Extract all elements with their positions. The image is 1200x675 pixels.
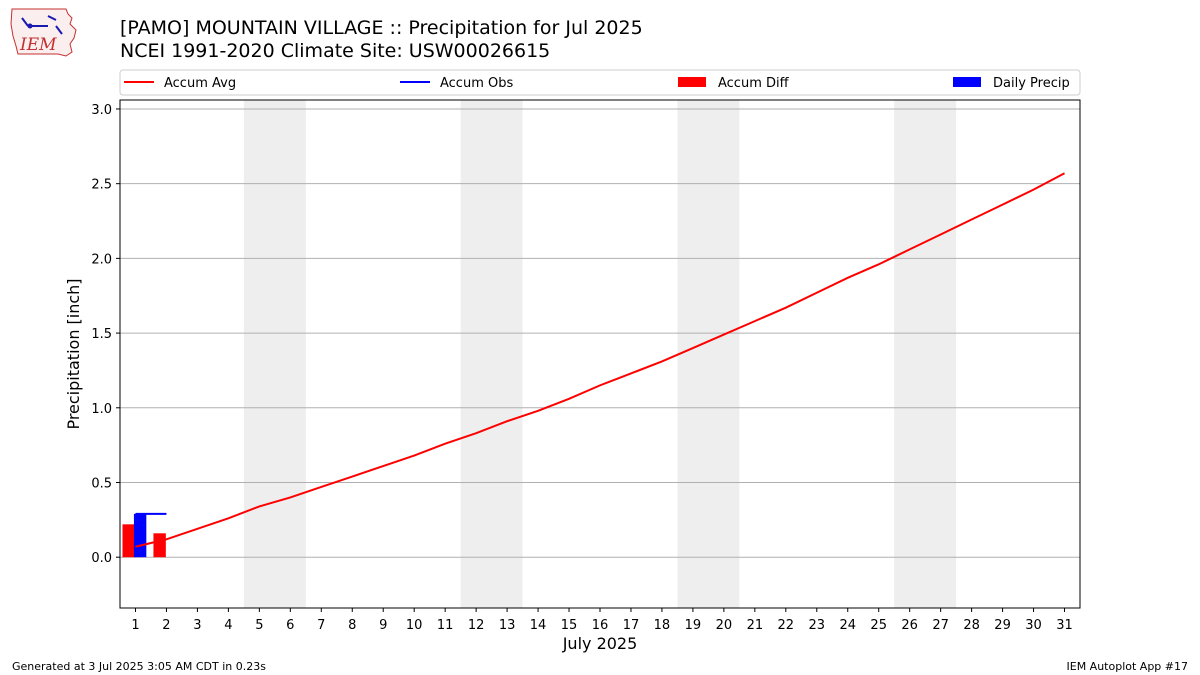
logo-text: IEM <box>19 35 57 55</box>
x-tick-label: 15 <box>561 618 578 633</box>
x-tick-label: 4 <box>224 618 232 633</box>
legend-label-accum-diff: Accum Diff <box>718 76 790 91</box>
weekend-shade-3 <box>677 100 740 608</box>
weekend-shade-1 <box>243 100 306 608</box>
x-tick-label: 8 <box>348 618 356 633</box>
x-tick-label: 2 <box>162 618 170 633</box>
daily-precip-bar <box>133 513 147 558</box>
x-tick-label: 12 <box>468 618 485 633</box>
legend-label-accum-obs: Accum Obs <box>440 76 513 91</box>
chart-subtitle: NCEI 1991-2020 Climate Site: USW00026615 <box>120 40 551 62</box>
x-tick-label: 19 <box>685 618 702 633</box>
x-tick-label: 25 <box>870 618 887 633</box>
app-credit: IEM Autoplot App #17 <box>1066 660 1189 673</box>
chart-title: [PAMO] MOUNTAIN VILLAGE :: Precipitation… <box>120 17 643 39</box>
x-tick-label: 23 <box>809 618 826 633</box>
generated-timestamp: Generated at 3 Jul 2025 3:05 AM CDT in 0… <box>12 660 266 673</box>
x-tick-label: 20 <box>716 618 733 633</box>
x-tick-label: 29 <box>994 618 1011 633</box>
y-axis-label: Precipitation [inch] <box>64 278 83 429</box>
x-tick-label: 13 <box>499 618 516 633</box>
x-tick-label: 6 <box>286 618 294 633</box>
accum-diff-bar <box>153 533 166 558</box>
y-tick-label: 2.5 <box>91 178 112 193</box>
x-tick-label: 21 <box>747 618 764 633</box>
y-tick-label: 1.0 <box>91 402 112 417</box>
legend-swatch-daily-precip <box>953 77 981 87</box>
x-tick-label: 16 <box>592 618 609 633</box>
legend-label-accum-avg: Accum Avg <box>164 76 236 91</box>
iem-logo: IEM <box>8 6 80 60</box>
y-tick-label: 2.0 <box>91 252 112 267</box>
legend-box <box>119 69 1081 96</box>
accum-diff-bar <box>122 524 135 558</box>
x-tick-label: 1 <box>131 618 139 633</box>
y-tick-label: 1.5 <box>91 327 112 342</box>
x-tick-label: 27 <box>932 618 949 633</box>
y-tick-label: 0.0 <box>91 551 112 566</box>
x-tick-label: 26 <box>901 618 918 633</box>
x-tick-label: 17 <box>623 618 640 633</box>
x-tick-label: 18 <box>654 618 671 633</box>
x-tick-label: 31 <box>1056 618 1073 633</box>
x-tick-label: 9 <box>379 618 387 633</box>
weekend-shade-2 <box>460 100 523 608</box>
x-tick-label: 24 <box>839 618 856 633</box>
x-tick-label: 10 <box>406 618 423 633</box>
x-tick-label: 30 <box>1025 618 1042 633</box>
x-tick-label: 14 <box>530 618 547 633</box>
x-tick-label: 11 <box>437 618 454 633</box>
legend-swatch-accum-diff <box>678 77 706 87</box>
legend: Accum Avg Accum Obs Accum Diff Daily Precip <box>119 69 1081 96</box>
x-tick-label: 28 <box>963 618 980 633</box>
y-tick-label: 0.5 <box>91 476 112 491</box>
x-tick-label: 5 <box>255 618 263 633</box>
legend-label-daily-precip: Daily Precip <box>993 76 1070 91</box>
x-tick-label: 3 <box>193 618 201 633</box>
y-tick-label: 3.0 <box>91 103 112 118</box>
x-axis-label: July 2025 <box>562 634 638 653</box>
x-tick-label: 7 <box>317 618 325 633</box>
weekend-shade-4 <box>894 100 957 608</box>
accum-avg-line <box>135 172 1065 548</box>
x-tick-label: 22 <box>778 618 795 633</box>
